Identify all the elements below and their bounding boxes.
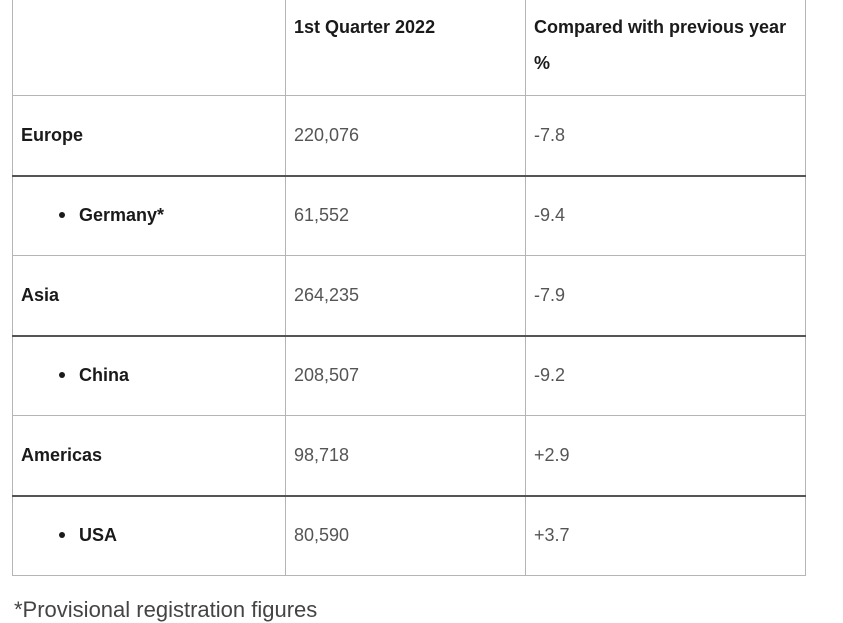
country-label-china: China bbox=[79, 365, 130, 386]
country-cell-usa: USA bbox=[12, 495, 286, 576]
country-label-germany: Germany* bbox=[79, 205, 165, 226]
table-row: Europe 220,076 -7.8 bbox=[12, 95, 806, 177]
change-china: -9.2 bbox=[525, 335, 806, 416]
footnote: *Provisional registration figures bbox=[14, 597, 318, 622]
change-asia: -7.9 bbox=[525, 255, 806, 337]
value-asia: 264,235 bbox=[285, 255, 526, 337]
table-row: Asia 264,235 -7.9 bbox=[12, 255, 806, 337]
header-comparison-unit: % bbox=[534, 53, 551, 73]
region-label-americas: Americas bbox=[12, 415, 286, 497]
header-comparison: Compared with previous year% bbox=[525, 0, 806, 96]
region-label-europe: Europe bbox=[12, 95, 286, 177]
table-row: USA 80,590 +3.7 bbox=[12, 495, 806, 576]
change-americas: +2.9 bbox=[525, 415, 806, 497]
table-row: Americas 98,718 +2.9 bbox=[12, 415, 806, 497]
country-cell-china: China bbox=[12, 335, 286, 416]
value-europe: 220,076 bbox=[285, 95, 526, 177]
value-americas: 98,718 bbox=[285, 415, 526, 497]
value-germany: 61,552 bbox=[285, 175, 526, 256]
header-comparison-title: Compared with previous year bbox=[534, 17, 787, 37]
header-region bbox=[12, 0, 286, 96]
value-usa: 80,590 bbox=[285, 495, 526, 576]
region-label-asia: Asia bbox=[12, 255, 286, 337]
country-cell-germany: Germany* bbox=[12, 175, 286, 256]
value-china: 208,507 bbox=[285, 335, 526, 416]
change-usa: +3.7 bbox=[525, 495, 806, 576]
table-header-row: 1st Quarter 2022 Compared with previous … bbox=[12, 0, 806, 96]
registrations-table: 1st Quarter 2022 Compared with previous … bbox=[12, 0, 806, 576]
country-label-usa: USA bbox=[79, 525, 118, 546]
table-row: Germany* 61,552 -9.4 bbox=[12, 175, 806, 256]
table-row: China 208,507 -9.2 bbox=[12, 335, 806, 416]
change-europe: -7.8 bbox=[525, 95, 806, 177]
bullet-icon bbox=[59, 531, 65, 538]
bullet-icon bbox=[59, 211, 65, 218]
header-quarter: 1st Quarter 2022 bbox=[285, 0, 526, 96]
bullet-icon bbox=[59, 371, 65, 378]
change-germany: -9.4 bbox=[525, 175, 806, 256]
